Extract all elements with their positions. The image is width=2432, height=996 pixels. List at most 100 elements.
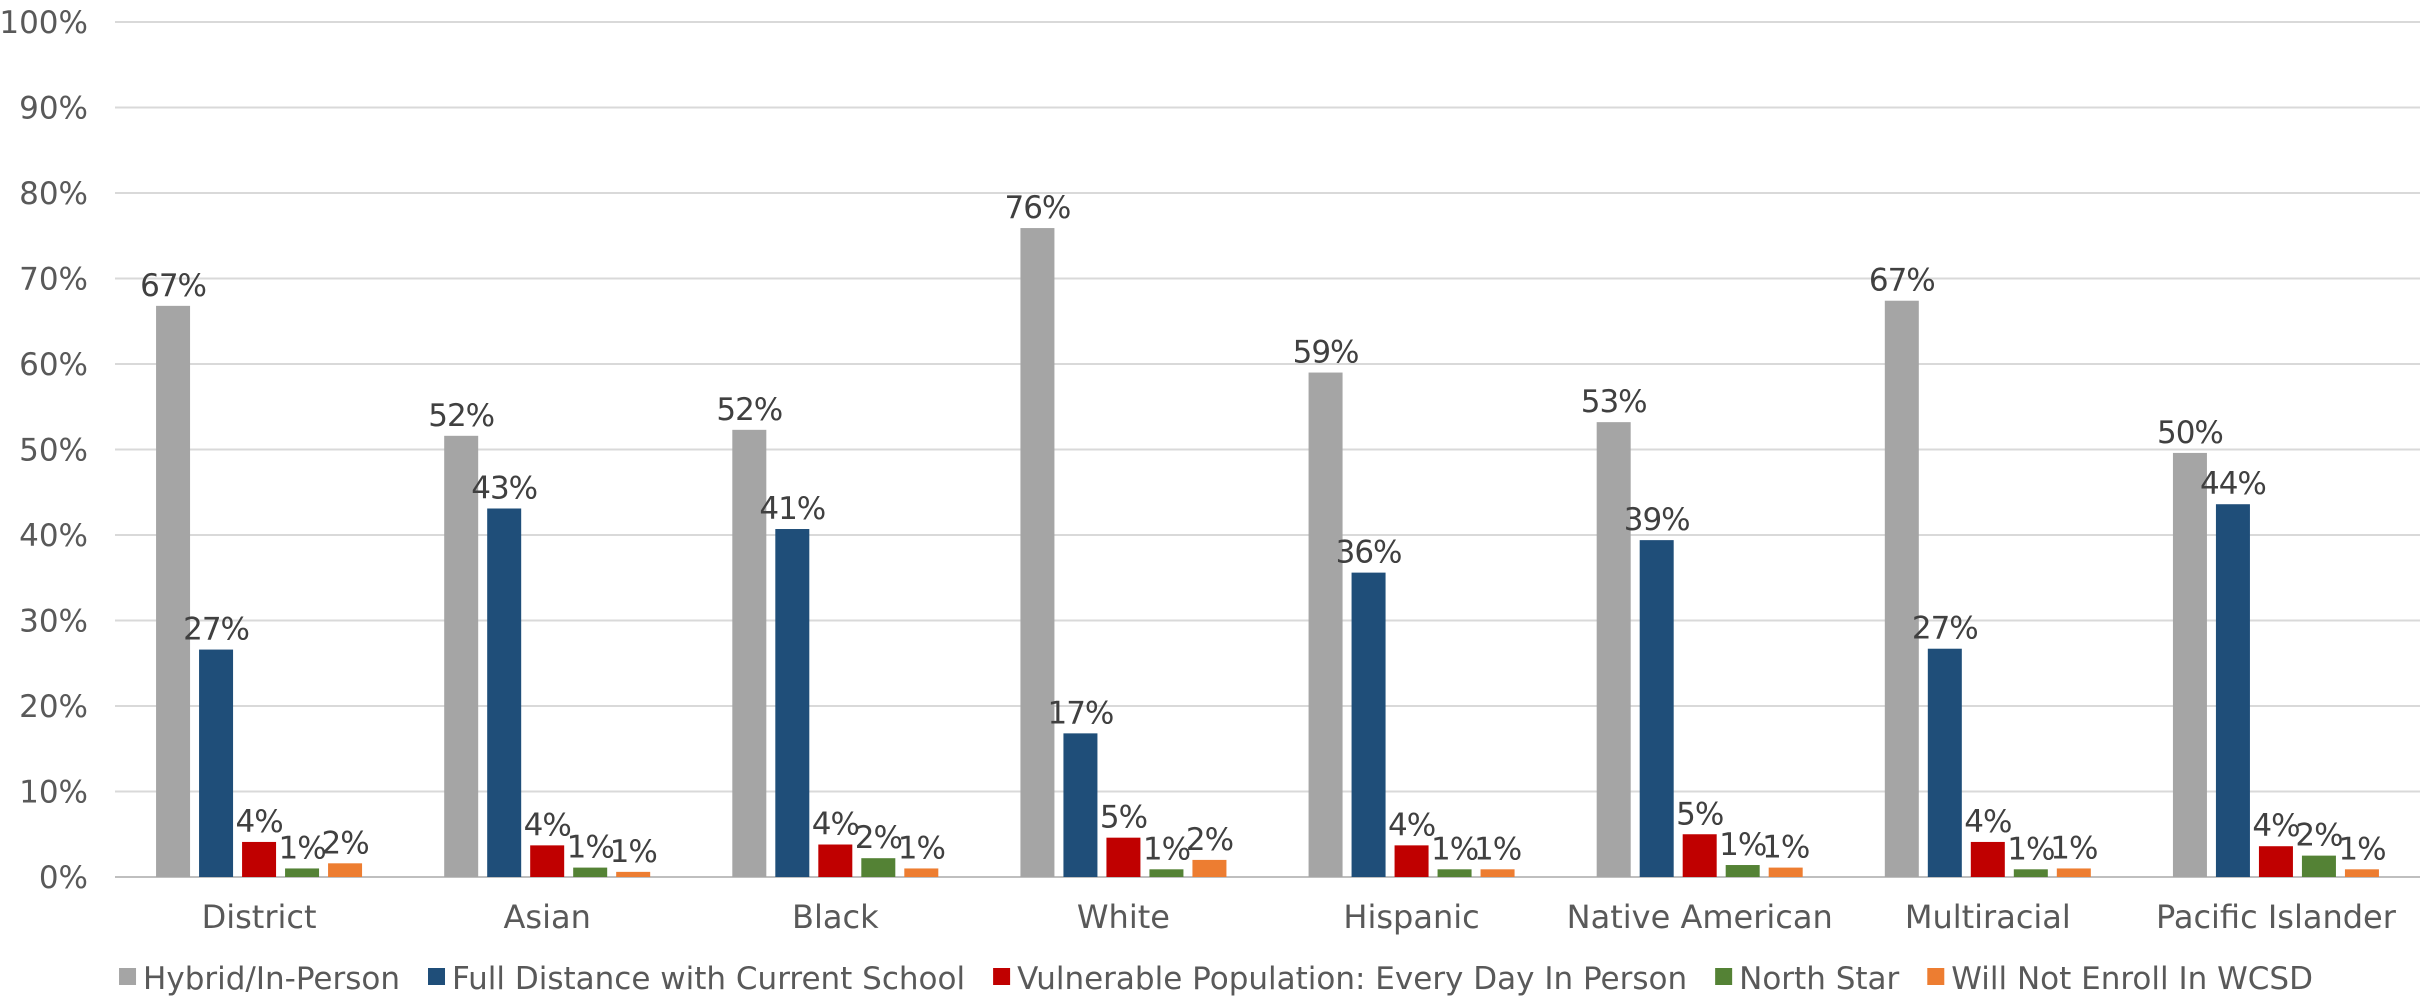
bar [1063, 733, 1098, 877]
bar [904, 868, 939, 877]
legend: Hybrid/In-Person Full Distance with Curre… [119, 961, 2313, 996]
legend-item: Will Not Enroll In WCSD [1927, 961, 2313, 996]
bar [2172, 452, 2207, 877]
category-label: White [1077, 898, 1170, 936]
data-label: 36% [1336, 535, 1402, 571]
data-label: 1% [1762, 830, 1809, 866]
data-label: 4% [1964, 804, 2011, 840]
bar [2344, 869, 2379, 877]
category-label: Hispanic [1343, 898, 1479, 936]
data-label: 1% [610, 834, 657, 870]
y-tick-label: 40% [19, 518, 88, 554]
bar [487, 508, 522, 877]
legend-label: Will Not Enroll In WCSD [1951, 961, 2313, 996]
data-label: 44% [2200, 466, 2266, 502]
data-label: 67% [140, 268, 206, 304]
bar [861, 858, 896, 877]
data-label: 50% [2157, 415, 2223, 451]
bar [1682, 834, 1717, 877]
data-label: 52% [716, 392, 782, 428]
legend-swatch [119, 968, 137, 985]
category-label: Asian [504, 898, 591, 936]
data-label: 1% [1719, 827, 1766, 863]
legend-label: North Star [1739, 961, 1899, 996]
bar [1437, 869, 1472, 877]
category-label: Pacific Islander [2156, 898, 2397, 936]
bar [1927, 648, 1962, 877]
data-label: 2% [855, 820, 902, 856]
legend-item: Hybrid/In-Person [119, 961, 400, 996]
y-tick-label: 90% [19, 91, 88, 127]
bar [1725, 865, 1760, 877]
bar [1596, 422, 1631, 877]
data-label: 76% [1004, 190, 1070, 226]
bar [2301, 855, 2336, 877]
bar [1192, 859, 1227, 877]
data-label: 1% [2007, 831, 2054, 867]
data-label: 2% [2295, 818, 2342, 854]
data-label: 1% [2338, 831, 2385, 867]
category-label: Native American [1567, 898, 1833, 936]
bar [1970, 841, 2005, 877]
y-axis: 0% 10% 20% 30% 40% 50% 60% 70% 80% 90% 100% [0, 5, 88, 896]
bar [732, 429, 767, 877]
legend-swatch [993, 968, 1011, 985]
bar [1020, 228, 1055, 877]
data-label: 17% [1047, 695, 1113, 731]
data-labels: 67%27%4%1%2%52%43%4%1%1%52%41%4%2%1%76%1… [140, 190, 2386, 870]
bar [1884, 300, 1919, 878]
data-label: 4% [2252, 808, 2299, 844]
y-tick-label: 50% [19, 433, 88, 469]
bar [328, 863, 363, 877]
legend-item: Vulnerable Population: Every Day In Pers… [993, 961, 1687, 996]
bar [1308, 372, 1343, 877]
data-label: 67% [1869, 263, 1935, 299]
data-label: 43% [471, 470, 537, 506]
data-label: 27% [1912, 611, 1978, 647]
bars [156, 228, 2379, 878]
data-label: 52% [428, 398, 494, 434]
bar [530, 845, 565, 877]
bar [2056, 868, 2091, 877]
bar [242, 841, 277, 877]
y-tick-label: 80% [19, 176, 88, 212]
data-label: 1% [278, 830, 325, 866]
bar [818, 844, 853, 877]
data-label: 2% [321, 825, 368, 861]
y-tick-label: 30% [19, 604, 88, 640]
legend-item: Full Distance with Current School [428, 961, 965, 996]
bar [616, 871, 651, 877]
bar [1394, 845, 1429, 877]
bar [444, 435, 479, 877]
category-label: Black [792, 898, 879, 936]
data-label: 4% [1388, 807, 1435, 843]
data-label: 5% [1100, 800, 1147, 836]
y-tick-label: 100% [0, 5, 88, 41]
data-label: 4% [235, 804, 282, 840]
legend-item: North Star [1715, 961, 1900, 996]
data-label: 1% [2050, 830, 2097, 866]
data-label: 4% [524, 807, 571, 843]
legend-label: Full Distance with Current School [452, 961, 965, 996]
legend-swatch [1927, 968, 1945, 985]
category-label: Multiracial [1905, 898, 2071, 936]
category-label: District [202, 898, 317, 936]
data-label: 1% [898, 830, 945, 866]
bar [1351, 572, 1386, 877]
legend-label: Hybrid/In-Person [143, 961, 400, 996]
y-tick-label: 10% [19, 775, 88, 811]
bar [199, 649, 234, 877]
bar [573, 867, 608, 877]
bar [2258, 846, 2293, 877]
data-label: 39% [1624, 502, 1690, 538]
data-label: 53% [1581, 384, 1647, 420]
data-label: 1% [567, 830, 614, 866]
data-label: 2% [1186, 822, 1233, 858]
bar [1149, 869, 1184, 877]
bar [2013, 869, 2048, 877]
y-tick-label: 20% [19, 689, 88, 725]
y-tick-label: 60% [19, 347, 88, 383]
bar [1480, 869, 1515, 877]
data-label: 5% [1676, 796, 1723, 832]
